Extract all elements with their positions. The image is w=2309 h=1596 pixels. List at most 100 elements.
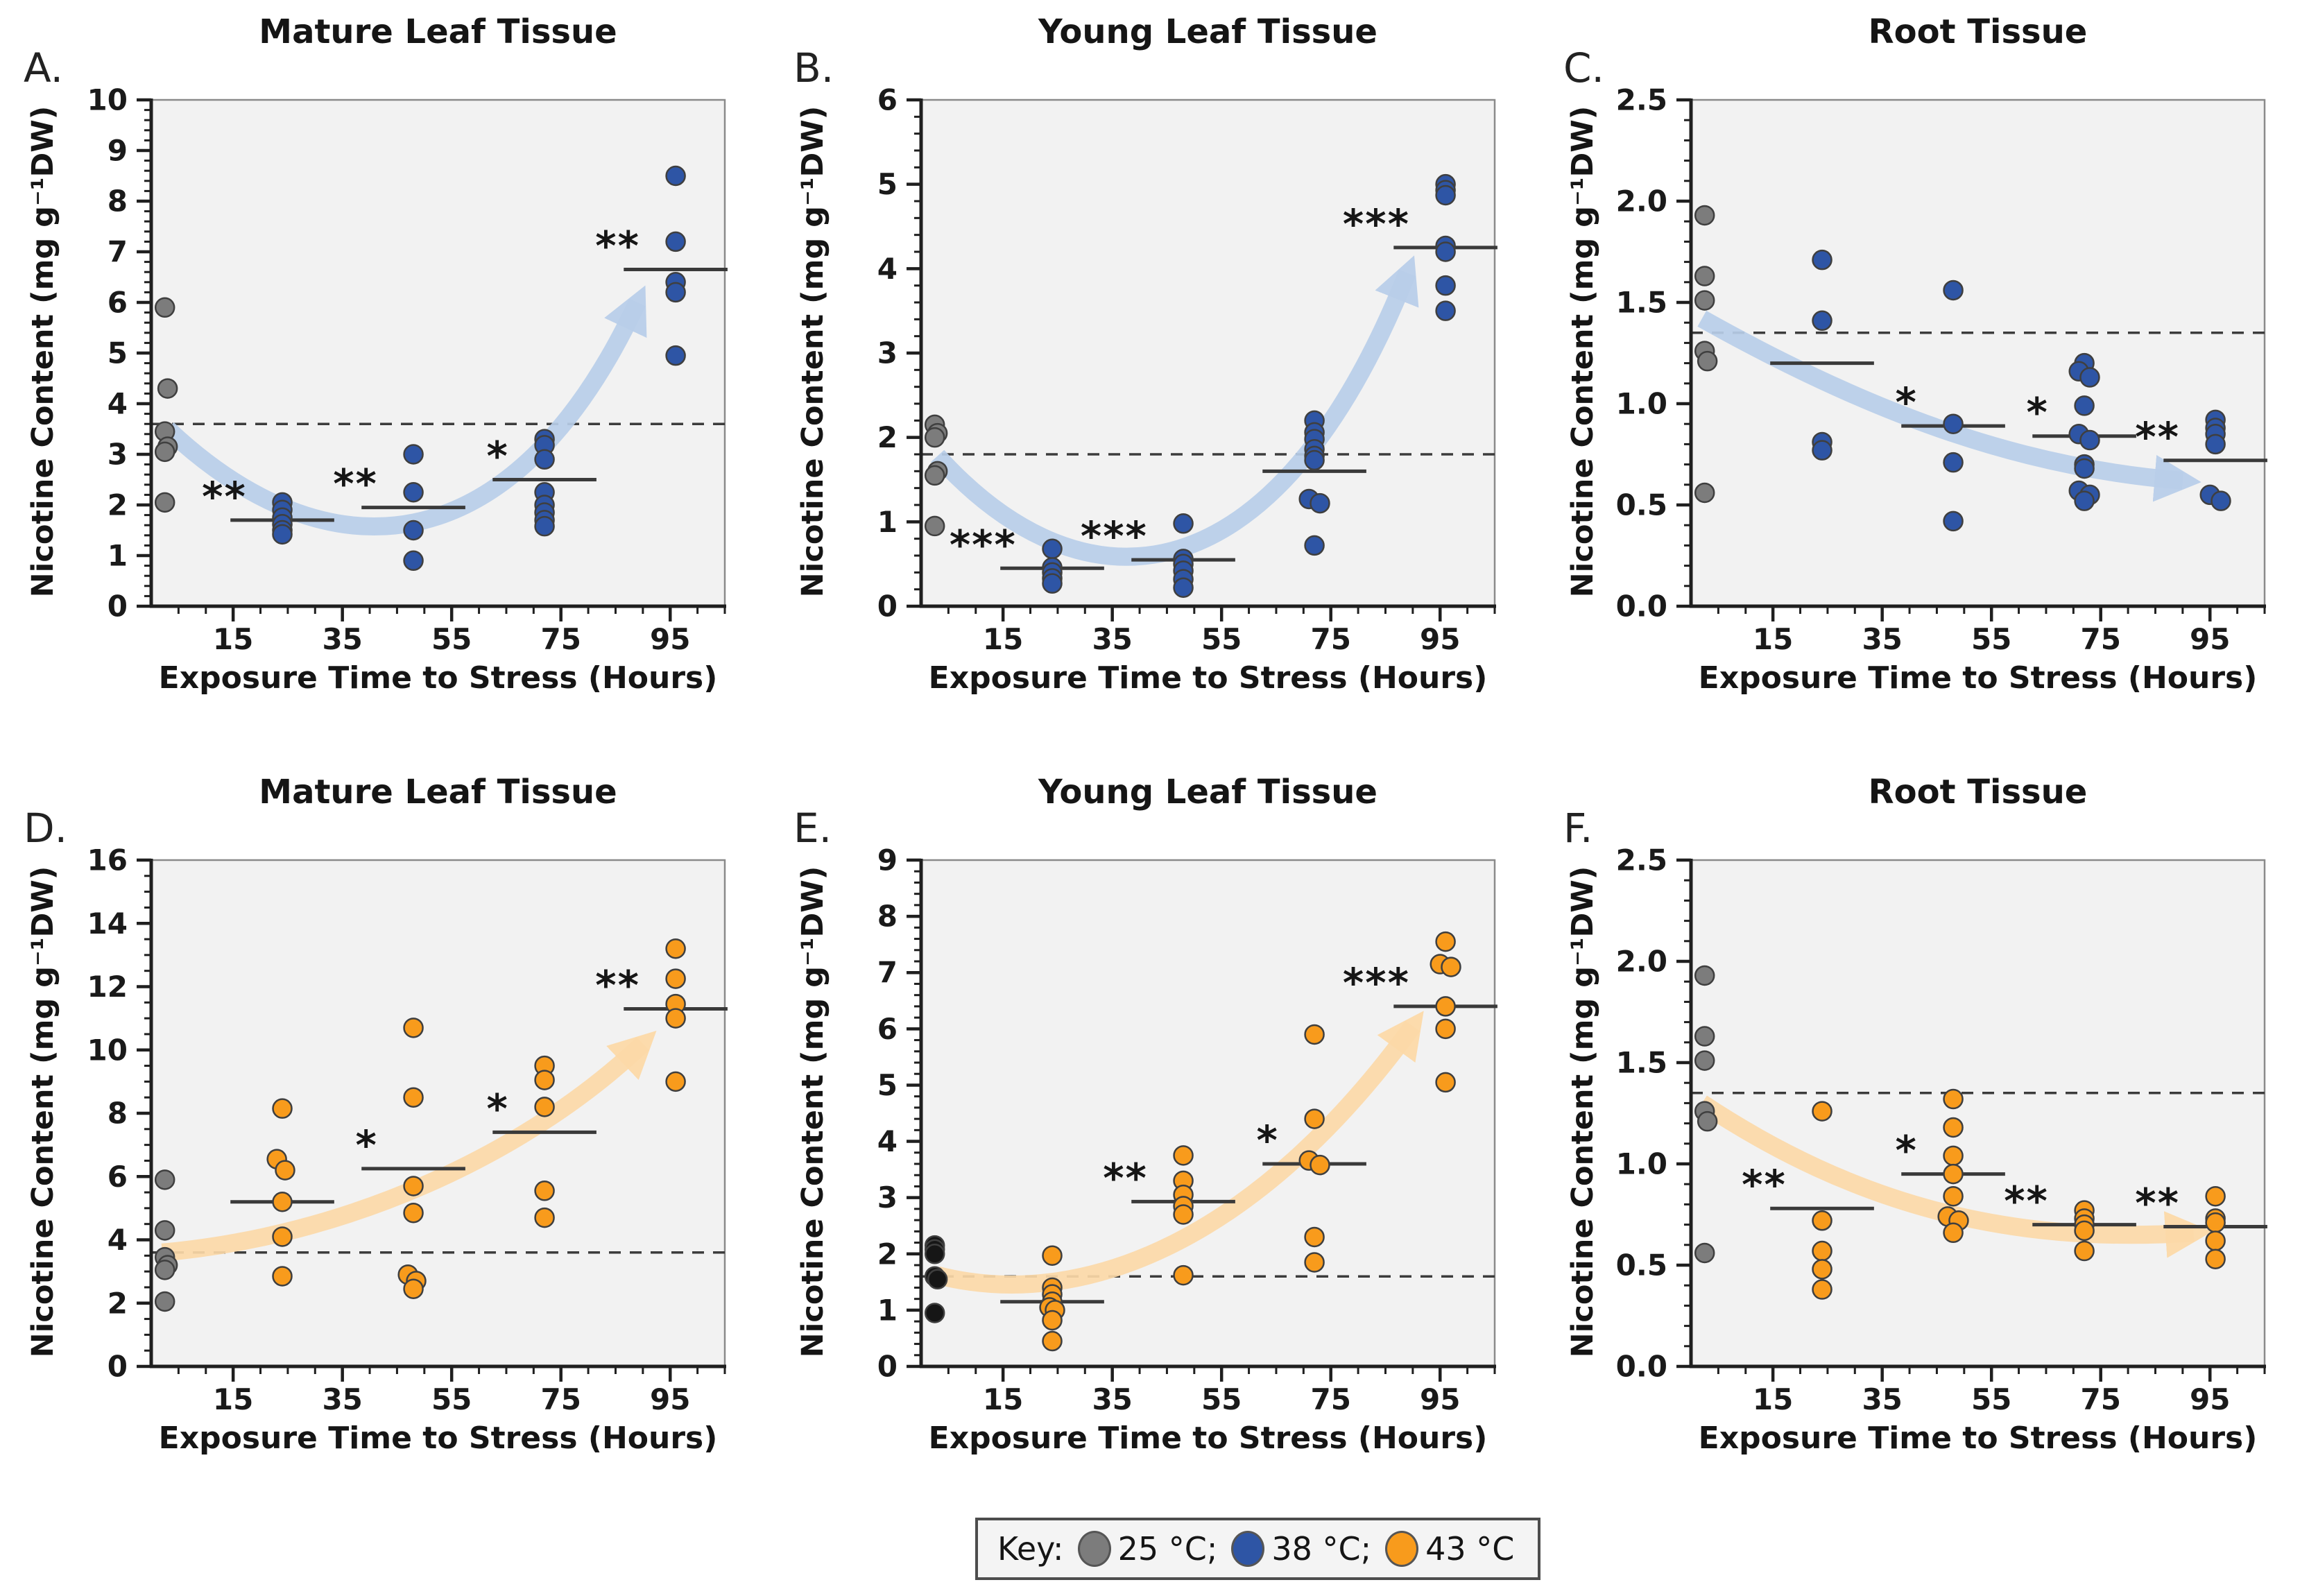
svg-text:75: 75: [1310, 622, 1350, 656]
svg-text:15: 15: [213, 1382, 253, 1416]
svg-text:1.0: 1.0: [1616, 387, 1667, 421]
svg-text:6: 6: [877, 83, 898, 117]
svg-text:5: 5: [108, 336, 128, 370]
svg-text:2.5: 2.5: [1616, 843, 1667, 877]
svg-text:55: 55: [431, 1382, 472, 1416]
svg-text:55: 55: [1971, 622, 2011, 656]
svg-text:15: 15: [983, 1382, 1023, 1416]
svg-text:6: 6: [108, 1160, 128, 1194]
panel-a: 0 1 2 3 4 5 6 7 8 9 10 15 35 55 75 95 ** ** * ** A. Mature …: [0, 3, 769, 724]
x-axis-label: Exposure Time to Stress (Hours): [1698, 660, 2258, 696]
svg-text:35: 35: [1092, 622, 1132, 656]
svg-text:**: **: [1103, 1154, 1148, 1201]
svg-text:2: 2: [877, 1237, 898, 1271]
svg-text:14: 14: [87, 907, 128, 941]
svg-text:*: *: [487, 433, 509, 480]
svg-text:35: 35: [1092, 1382, 1132, 1416]
svg-text:**: **: [595, 223, 640, 270]
svg-text:0.5: 0.5: [1616, 1249, 1667, 1282]
panel-d: 0 2 4 6 8 10 12 14 16 15 35 55 75 95 * * ** D. Mature Le…: [0, 763, 769, 1484]
svg-text:3: 3: [877, 336, 898, 370]
svg-text:15: 15: [983, 622, 1023, 656]
svg-text:6: 6: [108, 286, 128, 320]
svg-text:2: 2: [108, 488, 128, 522]
svg-text:95: 95: [1420, 622, 1460, 656]
panel-f: 0.0 0.5 1.0 1.5 2.0 2.5 15 35 55 75 95 ** * ** ** F. R…: [1540, 763, 2309, 1484]
svg-text:4: 4: [108, 1223, 128, 1257]
svg-text:0: 0: [877, 1350, 898, 1384]
scatter-plot-c: 0.00.51.01.52.02.515 35 55 75 95* ***: [1616, 83, 2267, 656]
svg-text:35: 35: [1862, 622, 1902, 656]
svg-text:1: 1: [877, 1293, 898, 1327]
svg-text:15: 15: [213, 622, 253, 656]
legend-item-25c: 25 °C;: [1077, 1530, 1218, 1568]
svg-text:7: 7: [877, 956, 898, 990]
panel-letter: B.: [793, 44, 834, 92]
svg-text:*: *: [356, 1122, 378, 1169]
svg-text:8: 8: [108, 1097, 128, 1131]
svg-text:6: 6: [877, 1012, 898, 1046]
svg-text:***: ***: [1081, 513, 1148, 560]
svg-text:75: 75: [2080, 622, 2120, 656]
y-axis-label: Nicotine Content (mg g⁻¹DW): [796, 866, 830, 1358]
y-axis-label: Nicotine Content (mg g⁻¹DW): [1565, 866, 1600, 1358]
svg-text:1.5: 1.5: [1616, 286, 1667, 320]
x-axis-label: Exposure Time to Stress (Hours): [158, 660, 718, 696]
svg-text:5: 5: [877, 1068, 898, 1102]
legend-item-43c: 43 °C: [1385, 1530, 1514, 1568]
legend-label-25c: 25 °C;: [1117, 1530, 1218, 1568]
panel-title: Root Tissue: [1868, 12, 2088, 51]
svg-text:3: 3: [877, 1181, 898, 1215]
svg-text:*: *: [487, 1085, 509, 1132]
svg-text:0.0: 0.0: [1616, 1350, 1667, 1384]
y-axis-label: Nicotine Content (mg g⁻¹DW): [796, 105, 830, 598]
x-axis-label: Exposure Time to Stress (Hours): [158, 1421, 718, 1456]
svg-text:5: 5: [877, 167, 898, 201]
legend-dot-43c-icon: [1385, 1531, 1419, 1567]
svg-text:**: **: [333, 461, 378, 508]
svg-text:10: 10: [87, 83, 128, 117]
svg-text:95: 95: [2190, 622, 2230, 656]
panel-letter: C.: [1563, 44, 1604, 92]
svg-text:*: *: [1257, 1117, 1279, 1164]
svg-text:0.0: 0.0: [1616, 590, 1667, 624]
svg-text:*: *: [1896, 379, 1918, 426]
svg-text:8: 8: [108, 185, 128, 218]
svg-text:*: *: [2027, 389, 2049, 436]
svg-text:55: 55: [1971, 1382, 2011, 1416]
svg-text:2.0: 2.0: [1616, 185, 1667, 218]
panel-title: Young Leaf Tissue: [1038, 773, 1377, 812]
scatter-plot-b: 0 1 2 3 4 5 6 15 35 55 75 95 *** *** ***: [877, 83, 1497, 656]
svg-text:4: 4: [108, 387, 128, 421]
svg-text:**: **: [202, 473, 247, 520]
svg-text:1.0: 1.0: [1616, 1147, 1667, 1181]
svg-text:0: 0: [877, 590, 898, 624]
svg-text:1: 1: [877, 505, 898, 539]
svg-text:4: 4: [877, 252, 898, 286]
svg-text:1: 1: [108, 539, 128, 573]
legend-label-43c: 43 °C: [1425, 1530, 1515, 1568]
svg-text:**: **: [2135, 1180, 2180, 1227]
svg-text:35: 35: [322, 622, 362, 656]
svg-text:95: 95: [650, 1382, 690, 1416]
svg-text:0.5: 0.5: [1616, 488, 1667, 522]
panel-b: 0 1 2 3 4 5 6 15 35 55 75 95 *** *** *** B. Young Leaf…: [770, 3, 1539, 724]
svg-text:95: 95: [1420, 1382, 1460, 1416]
svg-text:3: 3: [108, 438, 128, 472]
legend-key-label: Key:: [997, 1530, 1064, 1568]
svg-text:75: 75: [2080, 1382, 2120, 1416]
panel-title: Mature Leaf Tissue: [259, 773, 617, 812]
panel-letter: D.: [24, 805, 68, 852]
svg-text:8: 8: [877, 900, 898, 934]
svg-text:2: 2: [108, 1286, 128, 1320]
svg-text:**: **: [2004, 1178, 2049, 1225]
svg-text:35: 35: [322, 1382, 362, 1416]
svg-text:0: 0: [108, 590, 128, 624]
svg-text:1.5: 1.5: [1616, 1046, 1667, 1080]
panel-title: Mature Leaf Tissue: [259, 12, 617, 51]
y-axis-label: Nicotine Content (mg g⁻¹DW): [1565, 105, 1600, 598]
svg-text:2.0: 2.0: [1616, 945, 1667, 979]
